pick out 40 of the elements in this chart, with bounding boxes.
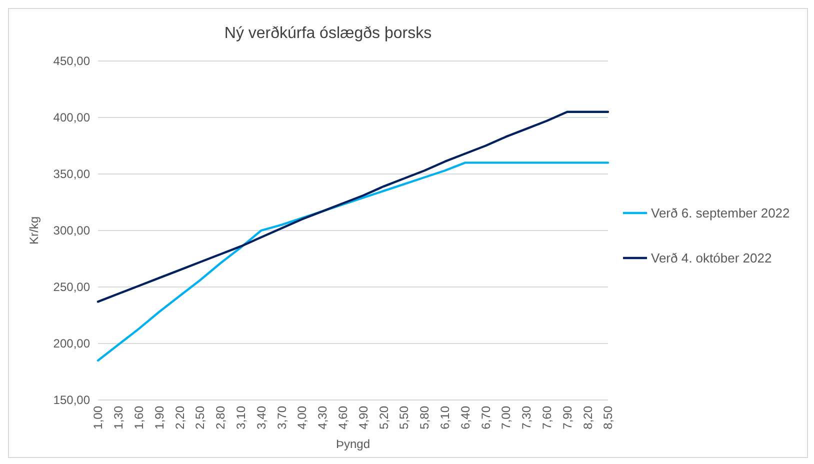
x-tick-label: 7,00: [499, 406, 514, 430]
x-tick-label: 1,00: [91, 406, 106, 430]
x-tick-label: 5,50: [397, 406, 412, 430]
y-tick-label: 450,00: [53, 54, 90, 68]
x-tick-label: 7,60: [540, 406, 554, 430]
x-tick-label: 4,60: [336, 406, 350, 430]
x-tick-label: 6,40: [458, 406, 472, 430]
x-tick-label: 2,20: [172, 406, 187, 430]
y-tick-label: 350,00: [53, 167, 90, 182]
x-tick-label: 3,40: [254, 406, 268, 430]
line-series: [96, 110, 610, 303]
x-axis-title: Þyngd: [336, 437, 370, 451]
line-series: [96, 162, 610, 362]
y-tick-label: 300,00: [53, 224, 90, 238]
y-axis-title: Kr/kg: [27, 216, 41, 245]
x-tick-label: 8,50: [601, 406, 616, 430]
x-tick-label: 6,10: [438, 406, 452, 430]
x-tick-label: 1,30: [112, 406, 126, 430]
y-tick-label: 400,00: [53, 110, 90, 125]
x-tick-label: 4,00: [295, 406, 310, 430]
x-tick-label: 7,30: [520, 406, 534, 430]
x-tick-label: 4,30: [316, 406, 330, 430]
x-tick-label: 3,70: [274, 406, 289, 430]
chart-title: Ný verðkúrfa óslægðs þorsks: [224, 25, 432, 42]
x-tick-label: 8,20: [580, 406, 595, 430]
legend-label: Verð 4. október 2022: [651, 250, 772, 266]
x-tick-label: 1,60: [132, 406, 146, 430]
x-tick-label: 3,10: [234, 406, 248, 430]
legend-label: Verð 6. september 2022: [651, 206, 790, 221]
y-tick-label: 150,00: [53, 393, 90, 408]
x-tick-label: 5,80: [418, 406, 432, 430]
y-tick-label: 250,00: [53, 280, 90, 294]
x-tick-label: 7,90: [560, 406, 574, 430]
y-tick-label: 200,00: [53, 336, 90, 351]
x-tick-label: 2,80: [214, 406, 228, 430]
x-tick-label: 1,90: [152, 406, 166, 430]
x-tick-label: 6,70: [478, 406, 493, 430]
x-tick-label: 5,20: [376, 406, 391, 430]
x-tick-label: 2,50: [193, 406, 208, 430]
x-tick-label: 4,90: [356, 406, 370, 430]
